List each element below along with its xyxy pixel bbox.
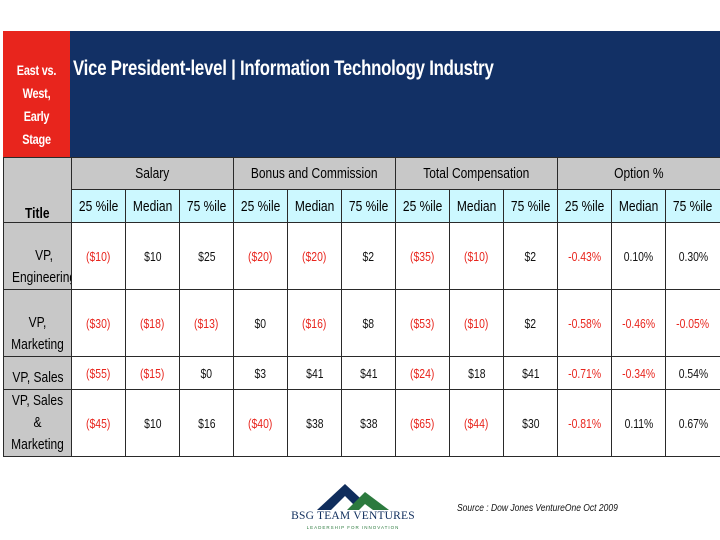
table-row: VP, Sales & Marketing ($45) $10 $16 ($40) $38…	[3, 389, 720, 457]
row-title: VP, Engineering	[3, 222, 72, 290]
group-header-option: Option %	[557, 157, 720, 190]
table-cell: ($10)	[71, 222, 126, 290]
percentile-header: 75 %ile	[341, 189, 397, 223]
table-cell: ($24)	[395, 356, 451, 390]
table-cell: ($45)	[71, 389, 126, 457]
table-cell: ($18)	[125, 289, 180, 357]
row-title: VP, Sales	[3, 356, 72, 390]
percentile-header: 25 %ile	[557, 189, 613, 223]
table-cell: ($44)	[449, 389, 505, 457]
table-cell: 0.11%	[611, 389, 667, 457]
group-header-bonus: Bonus and Commission	[233, 157, 397, 190]
table-cell: ($13)	[178, 289, 235, 357]
table-cell: $2	[503, 289, 559, 357]
percentile-header: Median	[287, 189, 343, 223]
table-cell: ($35)	[395, 222, 451, 290]
table-cell: 0.67%	[665, 389, 720, 457]
compensation-table: Title Salary Bonus and Commission Total …	[3, 157, 720, 457]
banner-title: Vice President-level | Information Techn…	[73, 57, 494, 80]
percentile-header: Median	[611, 189, 667, 223]
table-cell: -0.58%	[557, 289, 613, 357]
table-cell: -0.46%	[611, 289, 667, 357]
table-cell: ($20)	[287, 222, 343, 290]
table-cell: ($40)	[233, 389, 289, 457]
table-cell: $41	[341, 356, 397, 390]
table-cell: ($16)	[287, 289, 343, 357]
table-cell: ($53)	[395, 289, 451, 357]
logo-wordmark: BSG TEAM VENTURES	[291, 510, 415, 522]
group-header-row: Title Salary Bonus and Commission Total …	[3, 157, 720, 223]
table-cell: $16	[178, 389, 235, 457]
title-banner: Vice President-level | Information Techn…	[70, 31, 720, 157]
percentile-header: 75 %ile	[503, 189, 559, 223]
table-cell: ($55)	[71, 356, 126, 390]
table-cell: 0.30%	[665, 222, 720, 290]
table-row: VP, Sales ($55) ($15) $0 $3 $41 $41 ($24) $18 $41…	[3, 356, 720, 390]
table-cell: $8	[341, 289, 397, 357]
group-header-salary: Salary	[70, 157, 235, 190]
logo-tagline: LEADERSHIP FOR INNOVATION	[306, 525, 400, 530]
percentile-header: 25 %ile	[233, 189, 289, 223]
percentile-header: Median	[449, 189, 505, 223]
table-cell: $10	[125, 389, 180, 457]
table-cell: $38	[341, 389, 397, 457]
table-cell: ($10)	[449, 289, 505, 357]
table-cell: $41	[287, 356, 343, 390]
mountain-logo-icon	[317, 484, 389, 510]
percentile-header-row: 25 %ile Median 75 %ile 25 %ile Median 75 %ile…	[4, 189, 720, 223]
table-cell: $10	[125, 222, 180, 290]
percentile-header: Median	[125, 189, 180, 223]
table-cell: $25	[178, 222, 235, 290]
company-logo: BSG TEAM VENTURES LEADERSHIP FOR INNOVAT…	[283, 482, 423, 538]
row-title: VP, Marketing	[3, 289, 72, 357]
table-cell: -0.43%	[557, 222, 613, 290]
region-stage-text: East vs. West, Early Stage	[16, 62, 57, 147]
table-cell: $18	[449, 356, 505, 390]
table-cell: $0	[233, 289, 289, 357]
table-row: VP, Engineering ($10) $10 $25 ($20) ($20) $2 ($…	[3, 222, 720, 290]
table-cell: $0	[178, 356, 235, 390]
table-cell: -0.81%	[557, 389, 613, 457]
table-cell: ($30)	[71, 289, 126, 357]
row-title: VP, Sales & Marketing	[3, 389, 72, 457]
table-cell: ($15)	[125, 356, 180, 390]
title-column-header: Title	[3, 157, 72, 223]
table-cell: $41	[503, 356, 559, 390]
table-cell: $2	[503, 222, 559, 290]
top-whitespace	[0, 0, 720, 30]
table-cell: -0.34%	[611, 356, 667, 390]
source-note: Source : Dow Jones VentureOne Oct 2009	[457, 503, 618, 514]
table-cell: 0.54%	[665, 356, 720, 390]
table-cell: -0.71%	[557, 356, 613, 390]
percentile-header: 75 %ile	[665, 189, 720, 223]
table-cell: ($20)	[233, 222, 289, 290]
table-cell: ($10)	[449, 222, 505, 290]
table-cell: $3	[233, 356, 289, 390]
table-cell: -0.05%	[665, 289, 720, 357]
region-stage-label: East vs. West, Early Stage	[3, 31, 70, 157]
table-cell: $2	[341, 222, 397, 290]
table-cell: $38	[287, 389, 343, 457]
table-cell: $30	[503, 389, 559, 457]
percentile-header: 25 %ile	[71, 189, 126, 223]
group-header-total-comp: Total Compensation	[395, 157, 559, 190]
percentile-header: 25 %ile	[395, 189, 451, 223]
table-cell: 0.10%	[611, 222, 667, 290]
percentile-header: 75 %ile	[178, 189, 235, 223]
table-cell: ($65)	[395, 389, 451, 457]
table-row: VP, Marketing ($30) ($18) ($13) $0 ($16) $8 ($5…	[3, 289, 720, 357]
